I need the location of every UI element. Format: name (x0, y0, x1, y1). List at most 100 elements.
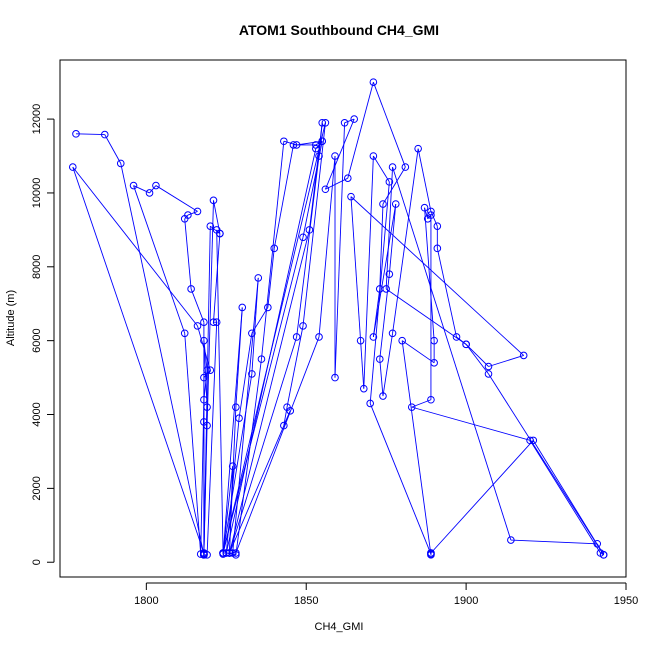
x-axis-label: CH4_GMI (315, 621, 364, 633)
data-point (369, 152, 378, 160)
data-point (254, 274, 263, 282)
data-point (100, 130, 109, 139)
series-segment (379, 359, 384, 397)
data-point (315, 152, 323, 160)
series-segment (184, 333, 202, 555)
data-point (375, 355, 384, 363)
data-point (203, 421, 211, 430)
series-segment (155, 185, 198, 212)
series-segment (372, 203, 397, 338)
data-point (257, 355, 266, 363)
data-point (248, 370, 256, 378)
data-point (209, 318, 218, 326)
series-segment (235, 336, 320, 554)
series-segment (273, 144, 294, 249)
data-point (599, 551, 608, 559)
series-segment (424, 207, 435, 341)
data-point (427, 395, 435, 404)
data-point (129, 181, 138, 190)
data-point (433, 244, 442, 253)
series-segment (216, 229, 224, 554)
series-segment (308, 122, 323, 230)
series-segment (385, 167, 394, 289)
series-segment (392, 148, 419, 334)
series-segment (350, 196, 362, 341)
data-point (433, 222, 442, 230)
series-segment (325, 177, 348, 190)
data-point (593, 539, 602, 548)
series-segment (334, 122, 346, 378)
series-segment (401, 340, 435, 364)
series-segment (379, 204, 384, 289)
series-segment (360, 340, 365, 389)
x-tick-label: 1850 (294, 595, 318, 607)
data-point (430, 336, 438, 345)
data-point (331, 152, 339, 160)
series-segment (213, 233, 221, 323)
y-tick-label: 12000 (31, 104, 43, 135)
data-point (200, 395, 208, 404)
data-point (292, 141, 301, 149)
series-segment (72, 166, 205, 554)
series-segment (203, 425, 208, 555)
series-segment (427, 214, 432, 220)
chart-title: ATOM1 Southbound CH4_GMI (239, 22, 439, 38)
data-point (318, 118, 327, 127)
data-point (507, 536, 515, 544)
data-point (315, 333, 323, 341)
data-point (203, 366, 211, 375)
data-point (212, 318, 221, 326)
series-segment (203, 340, 208, 371)
data-point (203, 403, 211, 411)
data-point (193, 322, 202, 330)
series-segment (238, 333, 253, 419)
data-point (519, 351, 528, 360)
data-point (292, 333, 301, 341)
data-point (270, 244, 279, 253)
data-point (331, 373, 339, 382)
series-lines (72, 81, 605, 556)
series-segment (369, 403, 432, 555)
data-point (206, 222, 215, 230)
data-point (452, 333, 461, 341)
data-point (340, 118, 349, 127)
data-point (180, 214, 189, 223)
series-segment (436, 248, 457, 338)
series-segment (296, 155, 320, 338)
y-tick-label: 8000 (31, 255, 43, 279)
series-segment (190, 288, 205, 323)
series-segment (235, 359, 262, 555)
series-segment (344, 118, 355, 124)
series-segment (411, 406, 531, 441)
series-segment (229, 336, 298, 554)
data-point (388, 329, 397, 338)
data-point (462, 340, 470, 349)
x-tick-label: 1950 (614, 595, 638, 607)
data-point (356, 336, 365, 345)
series-segment (104, 134, 122, 164)
data-point (484, 370, 493, 378)
series-segment (222, 122, 326, 554)
series-segment (417, 148, 432, 212)
series-segment (206, 200, 214, 426)
data-point (350, 115, 358, 123)
data-point (343, 174, 352, 182)
data-point (280, 137, 288, 146)
series-segment (392, 166, 512, 541)
data-point (283, 403, 291, 411)
y-tick-label: 6000 (31, 328, 43, 352)
data-point (203, 551, 211, 559)
data-point (264, 303, 272, 312)
data-point (385, 178, 394, 186)
series-segment (213, 200, 221, 234)
series-segment (350, 196, 524, 356)
series-segment (229, 229, 310, 554)
data-point (116, 159, 125, 168)
data-point (280, 421, 288, 430)
x-tick-label: 1800 (134, 595, 158, 607)
data-point (382, 285, 390, 293)
y-axis: 0 2000 4000 6000 8000 10000 12000 (31, 104, 55, 565)
data-point (388, 163, 397, 171)
data-point (427, 207, 435, 216)
series-segment (261, 141, 285, 360)
